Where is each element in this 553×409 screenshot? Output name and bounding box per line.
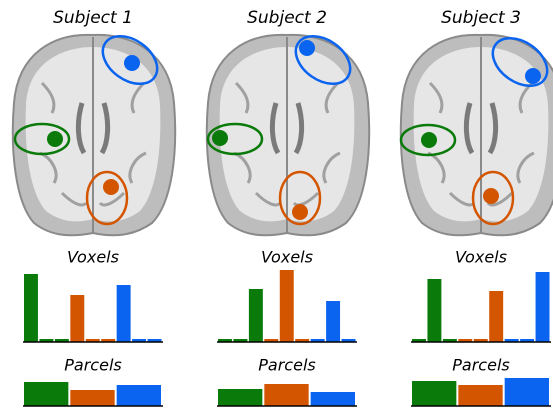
roi-dot [299, 40, 315, 56]
roi-ellipse [294, 34, 352, 86]
roi-dot [103, 179, 119, 195]
chart-title: Voxels [67, 248, 119, 267]
bar [39, 339, 54, 342]
subject-title: Subject 1 [53, 8, 133, 28]
bar [264, 384, 309, 406]
chart-title: Voxels [261, 248, 313, 267]
bar [132, 339, 147, 342]
bar [70, 295, 85, 342]
chart-title: Voxels [455, 248, 507, 267]
bar [473, 339, 488, 342]
bar [233, 339, 248, 342]
chart-title: Parcels [64, 356, 121, 375]
bar [412, 339, 426, 342]
bar [310, 392, 355, 406]
bar [85, 339, 100, 342]
bar [218, 339, 232, 342]
roi-dot [124, 55, 140, 71]
bar [504, 378, 549, 406]
bar [295, 339, 310, 342]
roi-ellipse [491, 36, 549, 88]
bar [264, 339, 279, 342]
bar [326, 301, 341, 342]
roi-ellipse [278, 170, 322, 226]
bar [489, 291, 504, 342]
bar [458, 385, 503, 406]
bar [147, 339, 162, 342]
roi-dot [483, 188, 499, 204]
bar [520, 339, 535, 342]
bar [54, 339, 69, 342]
roi-ellipse [471, 170, 515, 226]
bar [218, 389, 263, 406]
bar [24, 274, 38, 342]
roi-dot [292, 204, 308, 220]
bar [101, 339, 116, 342]
chart-title: Parcels [452, 356, 509, 375]
roi-ellipse [399, 123, 457, 157]
brain-image [207, 35, 369, 235]
bar [116, 385, 161, 406]
roi-ellipse [85, 170, 129, 226]
bar [341, 339, 356, 342]
roi-dot [212, 130, 228, 146]
bar [442, 339, 457, 342]
roi-ellipse [13, 122, 71, 156]
roi-dot [421, 132, 437, 148]
subject-title: Subject 2 [247, 8, 327, 28]
chart-title: Parcels [258, 356, 315, 375]
bar [24, 382, 69, 406]
roi-dot [47, 131, 63, 147]
bar [116, 285, 131, 342]
roi-ellipse [101, 34, 159, 86]
bar [504, 339, 519, 342]
roi-ellipse [206, 122, 264, 156]
bar [310, 339, 325, 342]
subject-title: Subject 3 [441, 8, 521, 28]
bar [427, 279, 442, 342]
bar [279, 270, 294, 342]
bar [535, 272, 550, 342]
bar [70, 390, 115, 406]
bar [458, 339, 473, 342]
bar [248, 289, 263, 342]
bar [412, 381, 457, 406]
roi-dot [525, 68, 541, 84]
brain-image [13, 35, 175, 235]
